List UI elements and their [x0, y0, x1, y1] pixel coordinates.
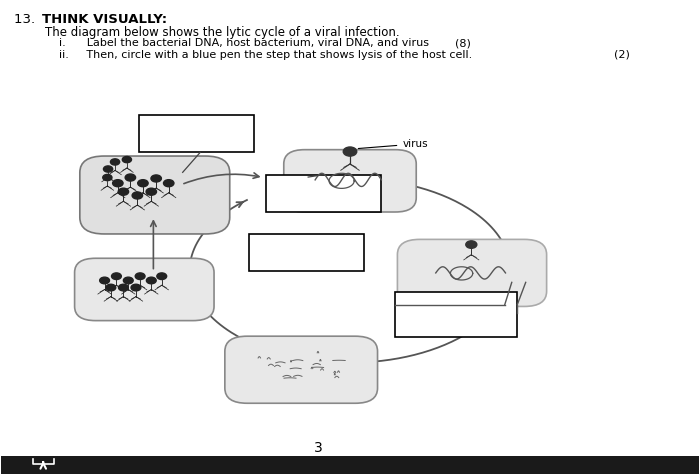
- Circle shape: [466, 241, 477, 248]
- Circle shape: [123, 277, 133, 284]
- Circle shape: [146, 277, 156, 284]
- Circle shape: [343, 147, 357, 156]
- Circle shape: [135, 273, 145, 280]
- Text: 3: 3: [314, 441, 323, 455]
- Circle shape: [106, 284, 116, 291]
- FancyBboxPatch shape: [225, 336, 377, 403]
- Circle shape: [99, 277, 109, 284]
- Circle shape: [103, 174, 112, 180]
- Bar: [266, 175, 382, 211]
- Text: i.      Label the bacterial DNA, host bacterium, viral DNA, and virus: i. Label the bacterial DNA, host bacteri…: [59, 38, 428, 48]
- Circle shape: [138, 180, 148, 187]
- Text: virus: virus: [358, 139, 428, 149]
- Circle shape: [146, 188, 157, 195]
- Text: (8): (8): [454, 38, 470, 48]
- Circle shape: [122, 156, 132, 163]
- Circle shape: [132, 192, 143, 199]
- Circle shape: [113, 180, 123, 187]
- Bar: [1, 456, 699, 474]
- Circle shape: [111, 159, 120, 165]
- Text: ii.     Then, circle with a blue pen the step that shows lysis of the host cell.: ii. Then, circle with a blue pen the ste…: [59, 49, 472, 59]
- Circle shape: [104, 166, 113, 172]
- Circle shape: [118, 188, 129, 195]
- FancyBboxPatch shape: [398, 239, 547, 306]
- Circle shape: [164, 180, 174, 187]
- Circle shape: [131, 284, 141, 291]
- Text: THINK VISUALLY:: THINK VISUALLY:: [42, 13, 167, 26]
- Bar: [139, 115, 255, 152]
- Text: 13.: 13.: [14, 13, 39, 26]
- FancyBboxPatch shape: [75, 258, 214, 321]
- FancyBboxPatch shape: [284, 150, 416, 212]
- FancyBboxPatch shape: [80, 156, 230, 234]
- Circle shape: [157, 273, 167, 280]
- Text: (2): (2): [613, 49, 629, 59]
- Circle shape: [118, 284, 128, 291]
- Bar: [395, 292, 517, 337]
- Circle shape: [151, 175, 162, 182]
- Text: The diagram below shows the lytic cycle of a viral infection.: The diagram below shows the lytic cycle …: [45, 26, 399, 39]
- Bar: [249, 234, 364, 271]
- Circle shape: [125, 174, 136, 181]
- Circle shape: [111, 273, 121, 280]
